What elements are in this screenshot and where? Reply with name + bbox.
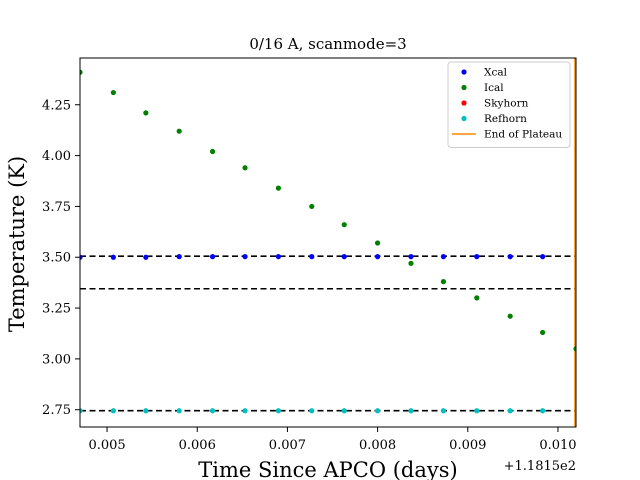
- y-tick-label: 4.25: [42, 98, 71, 113]
- ical-point: [209, 148, 216, 155]
- ical-point: [507, 313, 513, 319]
- refhorn-point: [143, 408, 149, 414]
- ical-point: [80, 69, 83, 75]
- refhorn-point: [474, 408, 480, 414]
- ical-point: [408, 260, 414, 266]
- x-tick-label: 0.006: [179, 438, 216, 453]
- ical-point: [573, 346, 576, 352]
- y-tick-label: 3.75: [42, 200, 71, 215]
- y-tick-label: 3.50: [42, 251, 71, 266]
- legend-label-refhorn: Refhorn: [484, 113, 527, 125]
- x-tick-label: 0.008: [359, 438, 396, 453]
- plot-frame: [79, 57, 577, 428]
- refhorn-point: [375, 408, 381, 414]
- plot-area: [79, 57, 577, 428]
- ical-point: [440, 279, 447, 285]
- refhorn-point: [242, 408, 248, 414]
- ical-point: [110, 89, 116, 96]
- refhorn-point: [209, 408, 216, 414]
- refhorn-point: [309, 408, 315, 414]
- legend-label-xcal: Xcal: [484, 67, 508, 79]
- ical-point: [474, 295, 480, 301]
- ical-point: [242, 165, 248, 171]
- xcal-point: [474, 254, 480, 260]
- xcal-point: [309, 254, 315, 260]
- legend-box: [447, 61, 571, 148]
- refhorn-point: [80, 408, 83, 414]
- refhorn-point: [440, 408, 447, 414]
- xcal-point: [408, 254, 414, 260]
- y-axis: 2.75 3.00 3.25 3.50 3.75 4.00 4.25: [42, 98, 80, 418]
- xcal-point: [209, 254, 216, 260]
- x-axis: 0.005 0.006 0.007 0.008 0.009 0.010: [88, 427, 577, 453]
- ical-point: [275, 185, 281, 191]
- y-tick-label: 2.75: [42, 403, 71, 418]
- legend-label-end-of-plateau: End of Plateau: [484, 129, 562, 141]
- x-offset-label: +1.1815e2: [504, 459, 576, 474]
- xcal-point: [375, 254, 381, 260]
- ical-point: [540, 329, 546, 336]
- x-tick-label: 0.007: [269, 438, 306, 453]
- x-tick-label: 0.005: [88, 438, 125, 453]
- xcal-point: [80, 254, 83, 260]
- xcal-point: [110, 254, 116, 260]
- y-tick-label: 3.25: [42, 302, 71, 317]
- ical-point: [176, 128, 182, 134]
- xcal-point: [440, 254, 447, 260]
- legend-marker-ical: [461, 84, 467, 91]
- plot-content: [80, 58, 576, 427]
- y-axis-label: Temperature (K): [5, 156, 29, 332]
- ical-point: [309, 203, 315, 210]
- legend-marker-skyhorn: [461, 100, 467, 106]
- chart-title: 0/16 A, scanmode=3: [249, 35, 406, 53]
- xcal-point: [143, 254, 149, 260]
- refhorn-point: [507, 408, 513, 414]
- ical-point: [375, 240, 381, 246]
- legend-label-skyhorn: Skyhorn: [484, 98, 529, 110]
- xcal-point: [341, 254, 347, 260]
- xcal-point: [540, 254, 546, 260]
- xcal-point: [242, 254, 248, 260]
- legend-label-ical: Ical: [484, 82, 504, 94]
- xcal-point: [176, 254, 182, 260]
- refhorn-point: [341, 408, 347, 414]
- y-tick-label: 4.00: [42, 149, 71, 164]
- y-tick-label: 3.00: [42, 352, 71, 367]
- xcal-point: [507, 254, 513, 260]
- x-tick-label: 0.010: [539, 438, 576, 453]
- ical-point: [341, 222, 347, 228]
- refhorn-point: [110, 408, 116, 414]
- x-axis-label: Time Since APCO (days): [198, 458, 457, 480]
- refhorn-point: [176, 408, 182, 414]
- legend-marker-xcal: [461, 69, 467, 75]
- legend-marker-refhorn: [461, 115, 467, 122]
- ical-point: [143, 110, 149, 116]
- refhorn-point: [275, 408, 281, 414]
- x-tick-label: 0.009: [449, 438, 486, 453]
- refhorn-point: [408, 408, 414, 414]
- xcal-point: [275, 254, 281, 260]
- legend: Xcal Ical Skyhorn Refhorn End of Plateau: [447, 61, 571, 148]
- refhorn-point: [540, 408, 546, 414]
